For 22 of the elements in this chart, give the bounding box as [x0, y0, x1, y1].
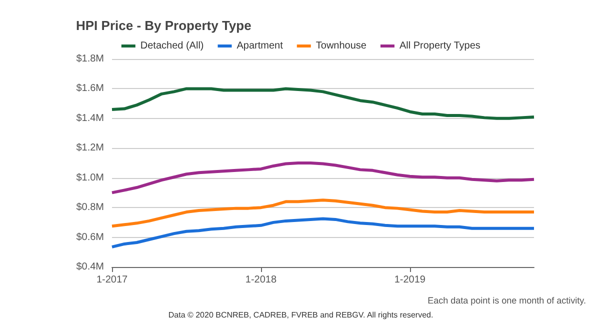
line-series — [110, 87, 536, 120]
y-tick-label: $1.8M — [76, 54, 104, 64]
x-tick-label: 1-2017 — [96, 274, 128, 286]
y-tick-label: $0.4M — [76, 262, 104, 272]
legend-label: Townhouse — [316, 40, 367, 52]
text: Each data point is one month of activity. — [428, 296, 586, 306]
x-tick-label: 1-2019 — [394, 274, 426, 286]
y-tick-label: $1.2M — [76, 142, 104, 154]
y-tick-label: $0.8M — [76, 202, 104, 214]
line-series — [110, 217, 536, 248]
legend-label: All Property Types — [399, 40, 480, 52]
y-tick-label: $1.4M — [76, 112, 104, 124]
legend-label: Detached (All) — [140, 40, 204, 52]
text: Data © 2020 BCNREB, CADREB, FVREB and REBGV. All rights reserved. — [168, 310, 434, 320]
y-tick-label: $1.6M — [76, 83, 104, 94]
y-tick-label: $1.0M — [76, 172, 104, 184]
y-tick-label: $0.6M — [76, 232, 104, 243]
line-series — [110, 162, 536, 194]
x-tick-label: 1-2018 — [245, 274, 277, 286]
line-series — [110, 198, 536, 228]
chart-title: HPI Price - By Property Type — [76, 18, 252, 33]
legend-label: Apartment — [236, 40, 284, 52]
